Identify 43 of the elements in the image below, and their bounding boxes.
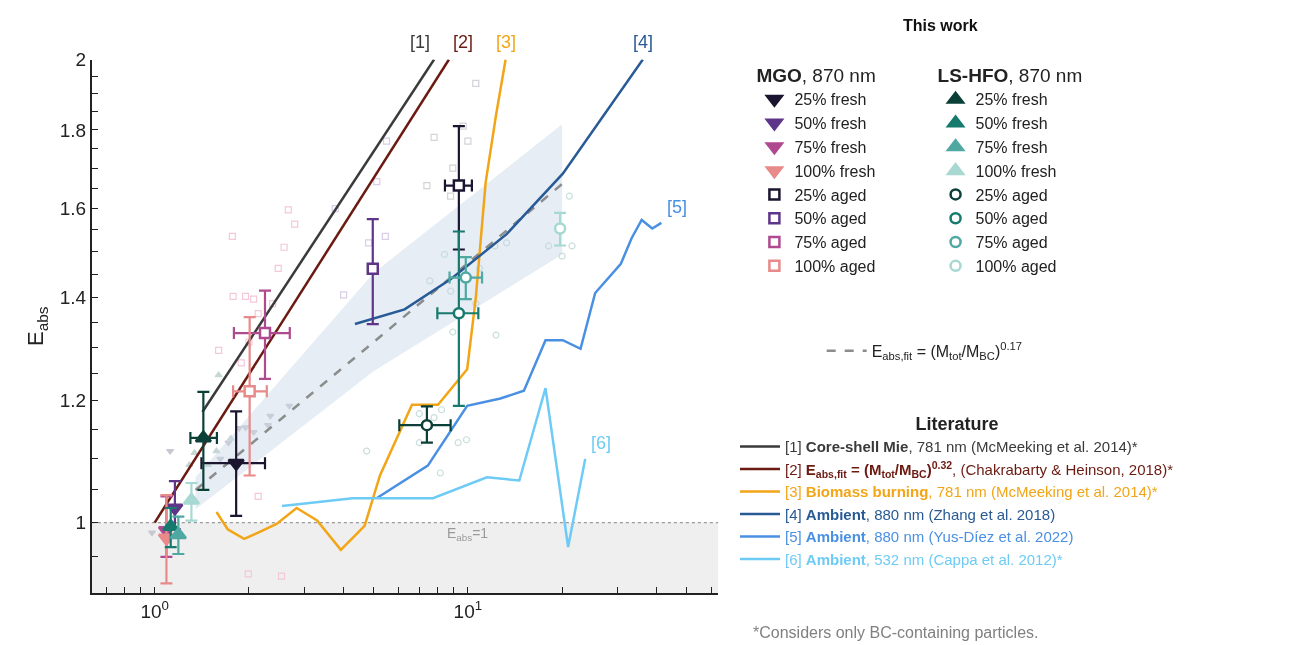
annotation: [5] (667, 197, 688, 217)
text: LS-HFO, 870 nm (937, 65, 1083, 87)
legend-label: 50% fresh (794, 115, 867, 133)
legend-label: 75% aged (975, 234, 1048, 252)
x-tick-label: 10$^{0}$ (140, 597, 169, 622)
legend-label: 25% fresh (975, 91, 1048, 109)
legend-label: 50% aged (975, 210, 1048, 228)
text: Literature (915, 414, 999, 435)
legend-label: 100% aged (975, 258, 1057, 276)
legend-label: 100% fresh (975, 162, 1057, 180)
legend-label: 25% aged (975, 186, 1048, 204)
legend-label: 25% aged (794, 186, 867, 204)
legend-label: 100% fresh (794, 162, 876, 180)
legend-label: [3] Biomass burning, 781 nm (McMeeking et al. 2014)* (784, 483, 1158, 501)
legend-label: 50% fresh (975, 115, 1048, 133)
y-tick-label: 1 (75, 512, 87, 534)
annotation: [6] (591, 433, 612, 453)
text: This work (903, 17, 978, 34)
text: [2] E$_{abs,fit}$ = (M$_{tot}$/M$_{BC}$)$^{0.32}$, (Chakrabarty & Heinson, 2018)* (784, 458, 1174, 481)
legend-label: 25% fresh (794, 91, 867, 109)
legend-label: 75% fresh (794, 139, 867, 157)
legend-label: 75% aged (794, 234, 867, 252)
y-tick-label: 1.8 (59, 119, 87, 141)
y-tick-label: 2 (75, 49, 87, 71)
x-tick-label: 10$^{1}$ (453, 597, 483, 622)
ref-line-label: E$_{abs}$=1 (447, 525, 489, 543)
text: MGO, 870 nm (756, 65, 876, 87)
legend-label: 75% fresh (975, 139, 1048, 157)
legend-label: [5] Ambient, 880 nm (Yus-Díez et al. 2022) (784, 528, 1074, 546)
text: [4] (633, 32, 654, 52)
legend-label: 50% aged (794, 210, 867, 228)
text: *Considers only BC-containing particles. (753, 624, 1039, 641)
legend-label: 100% aged (794, 258, 876, 276)
legend-label: [6] Ambient, 532 nm (Cappa et al. 2012)* (784, 550, 1063, 568)
legend-label: E$_{abs,fit}$ = (M$_{tot}$/M$_{BC}$)$^{0.17}$ (871, 340, 1022, 363)
text: [1] (410, 32, 431, 52)
y-tick-label: 1.6 (59, 198, 87, 220)
legend-label: [4] Ambient, 880 nm (Zhang et al. 2018) (784, 505, 1056, 523)
y-tick-label: 1.4 (59, 287, 87, 309)
y-tick-label: 1.2 (59, 390, 87, 412)
text: [3] (496, 32, 517, 52)
text: [2] (453, 32, 474, 52)
legend-label: [1] Core-shell Mie, 781 nm (McMeeking et al. 2014)* (784, 438, 1138, 456)
